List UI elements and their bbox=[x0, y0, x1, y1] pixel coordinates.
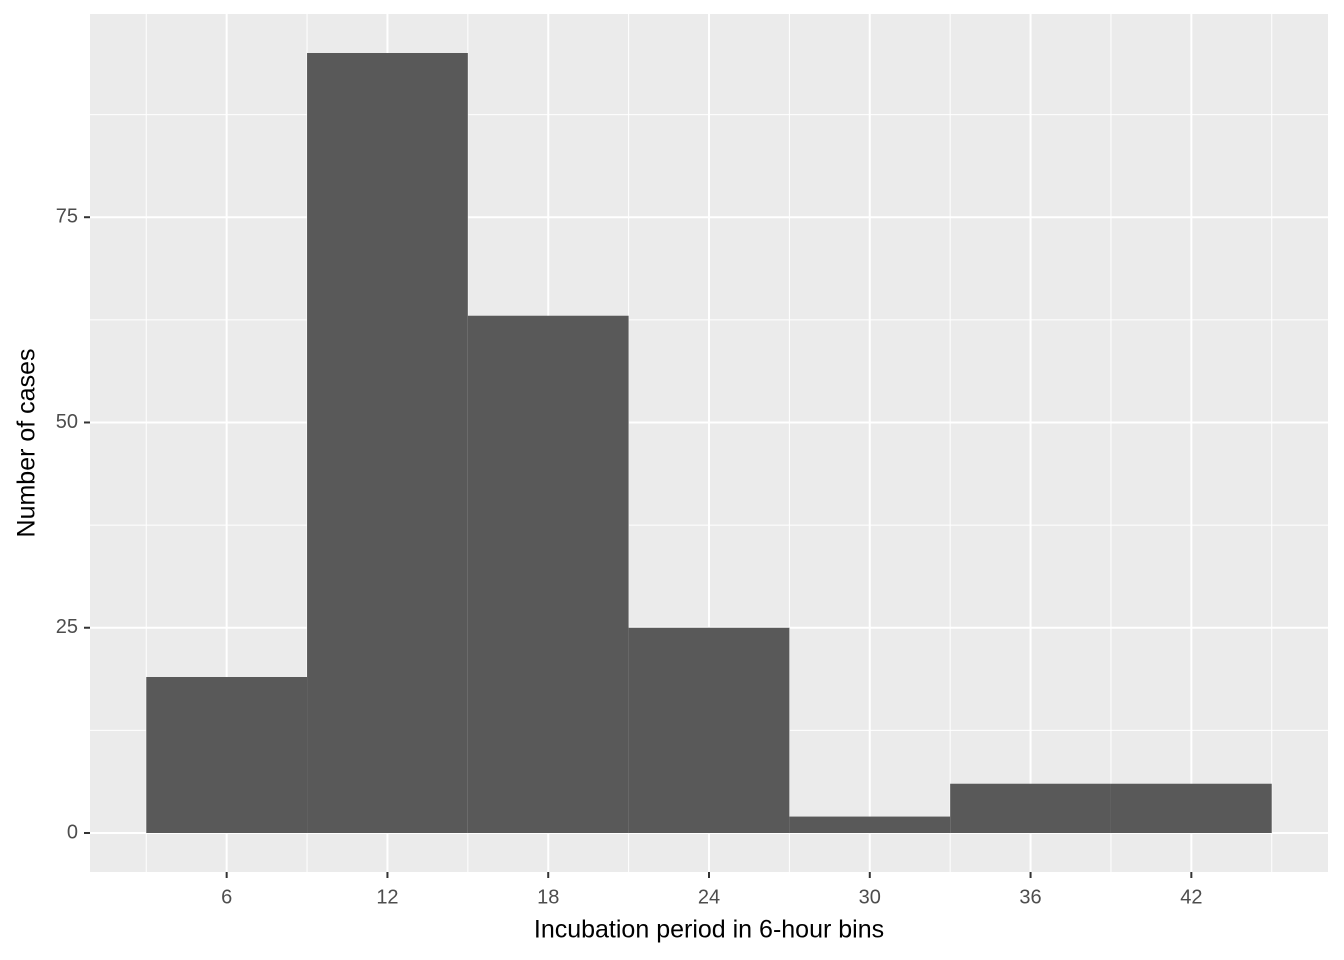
y-tick-label: 0 bbox=[67, 821, 78, 843]
bar bbox=[789, 816, 951, 833]
bar bbox=[628, 627, 790, 833]
bar bbox=[146, 677, 308, 833]
bar bbox=[950, 783, 1111, 833]
x-tick-label: 6 bbox=[221, 886, 232, 908]
x-tick-label: 36 bbox=[1019, 886, 1041, 908]
bar bbox=[467, 315, 629, 834]
y-tick-label: 25 bbox=[56, 616, 78, 638]
bar bbox=[1110, 783, 1272, 833]
bar bbox=[307, 53, 468, 833]
bars bbox=[146, 53, 1272, 834]
x-tick-label: 18 bbox=[537, 886, 559, 908]
x-tick-label: 30 bbox=[859, 886, 881, 908]
x-tick-label: 12 bbox=[376, 886, 398, 908]
x-tick-label: 24 bbox=[698, 886, 720, 908]
x-tick-label: 42 bbox=[1180, 886, 1202, 908]
x-axis-title: Incubation period in 6-hour bins bbox=[534, 916, 884, 944]
y-tick-label: 75 bbox=[56, 205, 78, 227]
y-tick-label: 50 bbox=[56, 411, 78, 433]
axes: 0 25 50 75 6 12 18 24 30 36 42 bbox=[56, 205, 1203, 908]
y-axis-title: Number of cases bbox=[13, 349, 41, 538]
